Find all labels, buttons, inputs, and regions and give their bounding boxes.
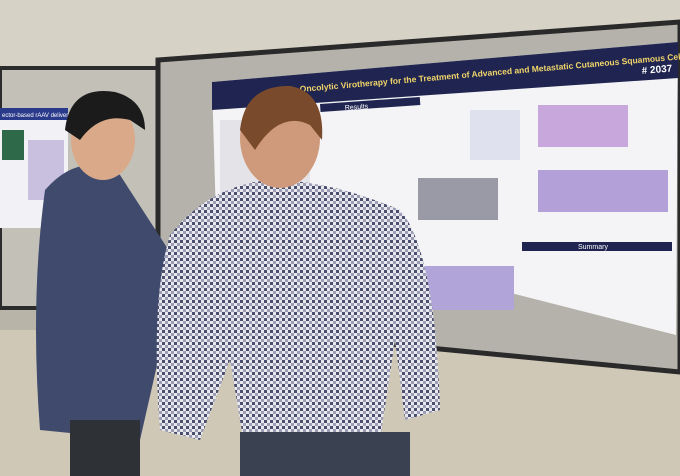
poster-number: # 2037 xyxy=(641,63,673,77)
section-summary: Summary xyxy=(578,244,608,251)
poster-header xyxy=(212,42,678,110)
left-poster-title: ector-based rAAV delivery xyxy=(2,113,71,119)
person-right xyxy=(156,85,440,476)
person-left xyxy=(36,91,175,476)
section-results: Results xyxy=(345,103,369,112)
